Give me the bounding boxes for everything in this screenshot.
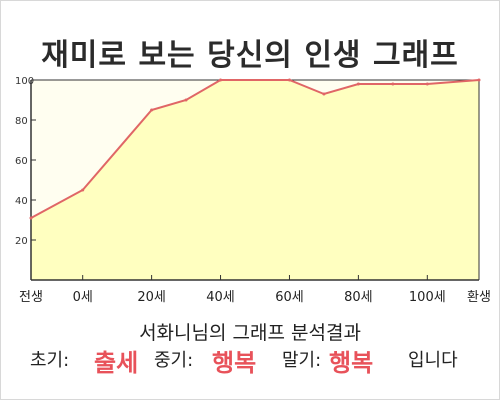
late-label: 말기:: [282, 350, 322, 371]
y-tick-label: 100: [15, 76, 34, 87]
x-tick-label: 100세: [409, 290, 446, 305]
mid-label: 중기:: [154, 350, 194, 371]
page-title: 재미로 보는 당신의 인생 그래프: [41, 38, 459, 73]
data-point: [29, 216, 33, 220]
data-point: [287, 78, 291, 82]
late-value: 행복: [329, 349, 374, 377]
life-graph-chart: 20 40 60 80 100 전생 0세 20세 40세 60세 80세 100세 환생: [15, 76, 491, 305]
y-tick-label: 80: [15, 116, 28, 127]
area-fill: [31, 80, 479, 280]
y-tick-label: 20: [15, 236, 28, 247]
x-tick-label: 환생: [467, 290, 491, 305]
data-point: [219, 78, 223, 82]
data-point: [322, 92, 326, 96]
x-tick-label: 40세: [206, 290, 235, 305]
ending-text: 입니다: [408, 350, 458, 371]
x-tick-label: 0세: [73, 290, 93, 305]
x-tick-label: 20세: [137, 290, 166, 305]
early-label: 초기:: [30, 350, 70, 371]
x-tick-label: 80세: [344, 290, 373, 305]
data-point: [356, 82, 360, 86]
y-tick-label: 60: [15, 156, 28, 167]
y-tick-label: 40: [15, 196, 28, 207]
data-point: [150, 108, 154, 112]
x-tick-label: 60세: [275, 290, 304, 305]
data-point: [391, 82, 395, 86]
analysis-subtitle: 서화니님의 그래프 분석결과: [139, 322, 361, 344]
early-value: 출세: [94, 349, 139, 377]
mid-value: 행복: [212, 349, 257, 377]
data-point: [184, 98, 188, 102]
data-point: [477, 78, 481, 82]
x-tick-label: 전생: [19, 290, 43, 305]
data-point: [425, 82, 429, 86]
data-point: [81, 188, 85, 192]
